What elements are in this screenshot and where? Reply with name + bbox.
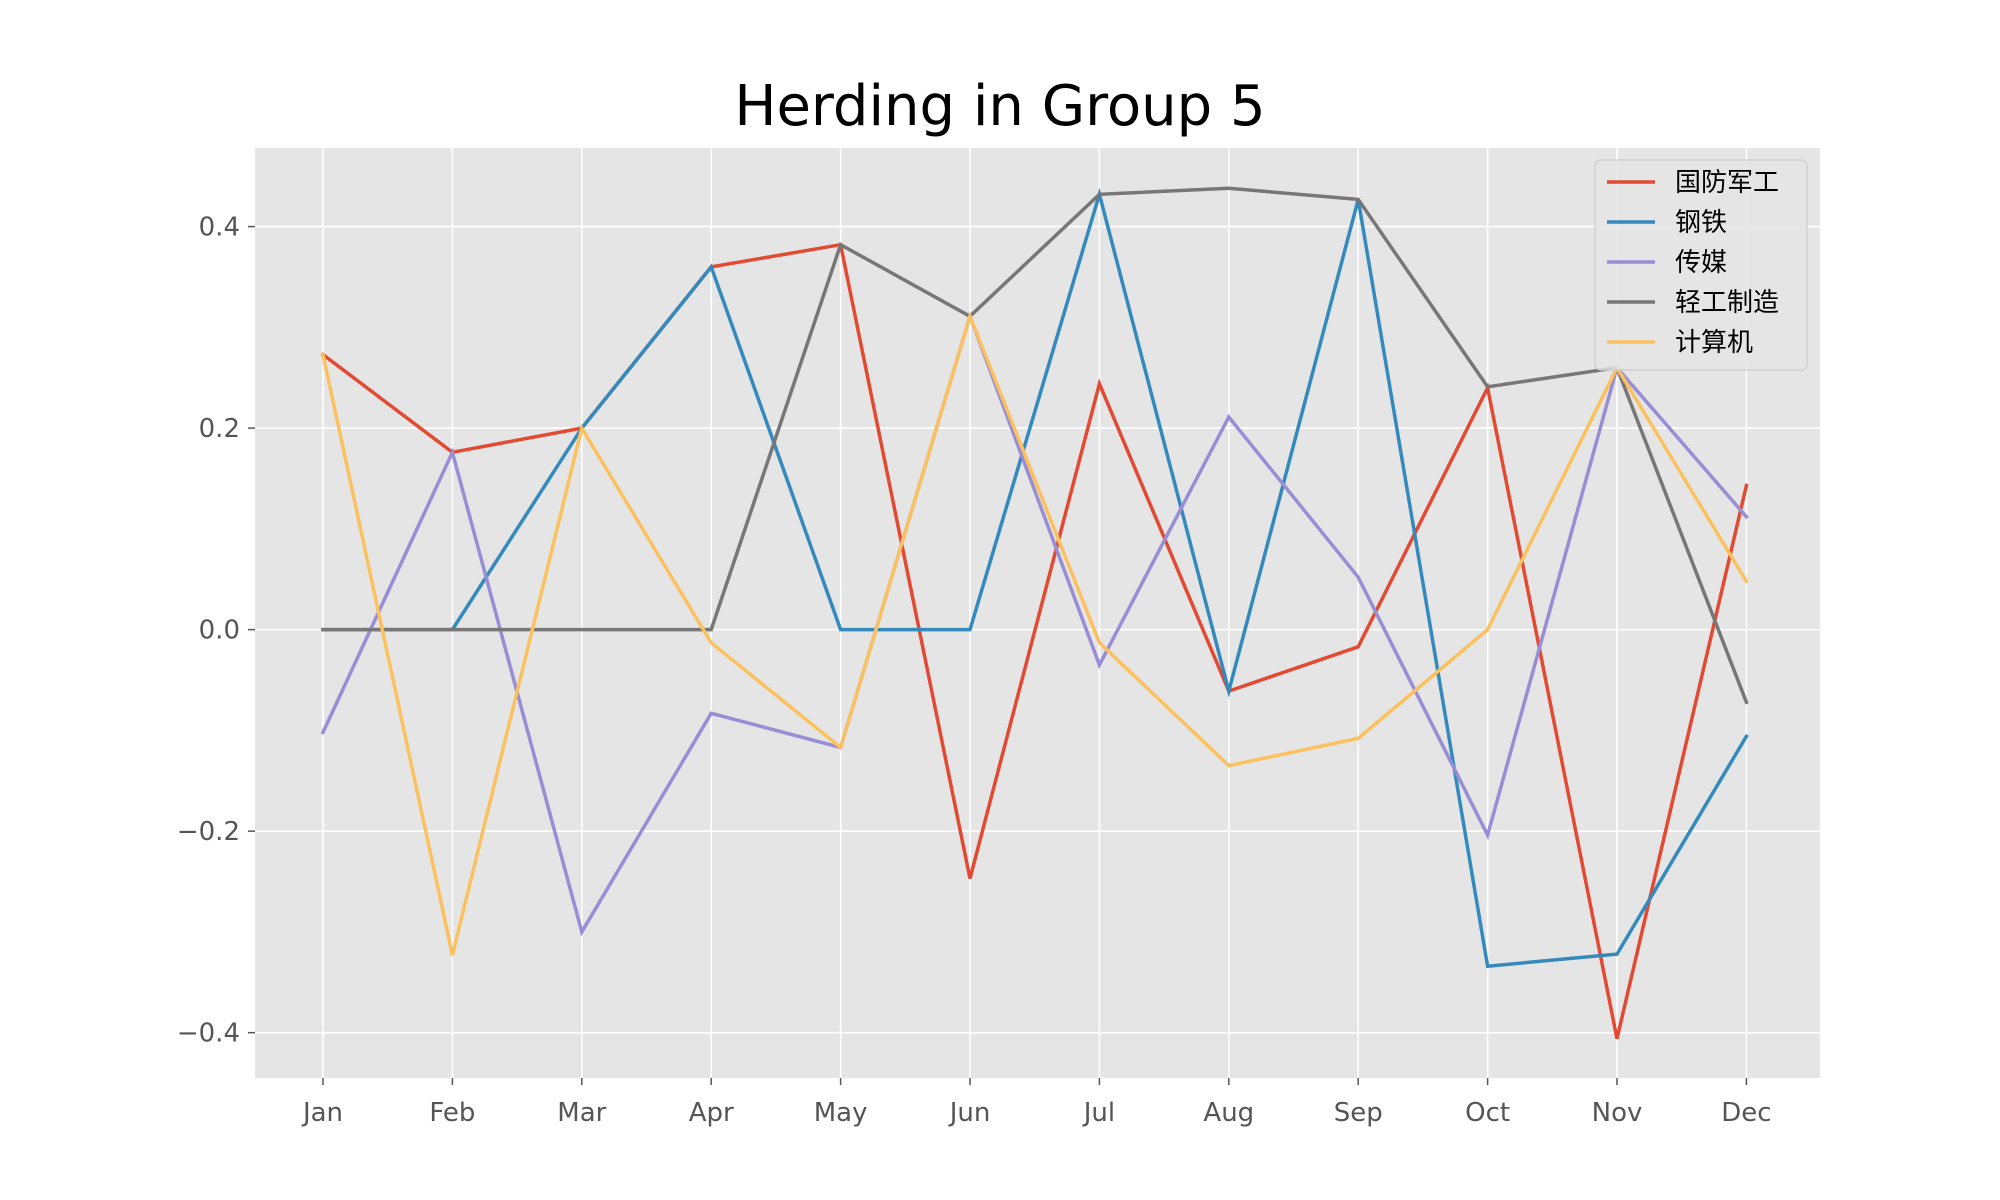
y-tick-label: 0.2 — [199, 414, 240, 444]
chart-title: Herding in Group 5 — [734, 74, 1265, 139]
series-line-5 — [320, 310, 1749, 956]
x-tick-label: Jun — [948, 1098, 991, 1128]
x-tick-label: Apr — [689, 1098, 734, 1128]
legend-label: 轻工制造 — [1675, 288, 1779, 318]
y-tick-label: −0.2 — [177, 817, 240, 847]
x-tick-label: May — [814, 1098, 868, 1128]
x-tick-label: Dec — [1721, 1098, 1771, 1128]
x-tick-label: Aug — [1203, 1098, 1254, 1128]
x-tick-label: Feb — [429, 1098, 475, 1128]
series-line-4 — [321, 186, 1749, 705]
series-line-2 — [321, 187, 1749, 969]
y-tick-label: 0.4 — [199, 213, 240, 243]
plot-area: Jan Feb Mar Apr May Jun Jul Aug Sep Oct Nov Dec −0.4… — [177, 148, 1820, 1128]
legend-label: 传媒 — [1675, 248, 1727, 278]
series-line-3 — [320, 310, 1749, 937]
y-tick-label: −0.4 — [177, 1019, 240, 1049]
legend-box — [1594, 159, 1808, 371]
y-tick-label: 0.0 — [199, 616, 240, 646]
legend-label: 钢铁 — [1675, 208, 1727, 238]
series-line-1 — [320, 242, 1749, 1040]
x-tick-label: Jul — [1082, 1098, 1115, 1128]
legend-label: 计算机 — [1675, 328, 1753, 358]
x-tick-label: Mar — [557, 1098, 606, 1128]
x-tick-label: Sep — [1334, 1098, 1383, 1128]
x-tick-label: Nov — [1592, 1098, 1643, 1128]
x-tick-label: Jan — [301, 1098, 343, 1128]
plot-background — [255, 148, 1820, 1078]
legend-label: 国防军工 — [1675, 168, 1779, 198]
x-tick-label: Oct — [1465, 1098, 1510, 1128]
